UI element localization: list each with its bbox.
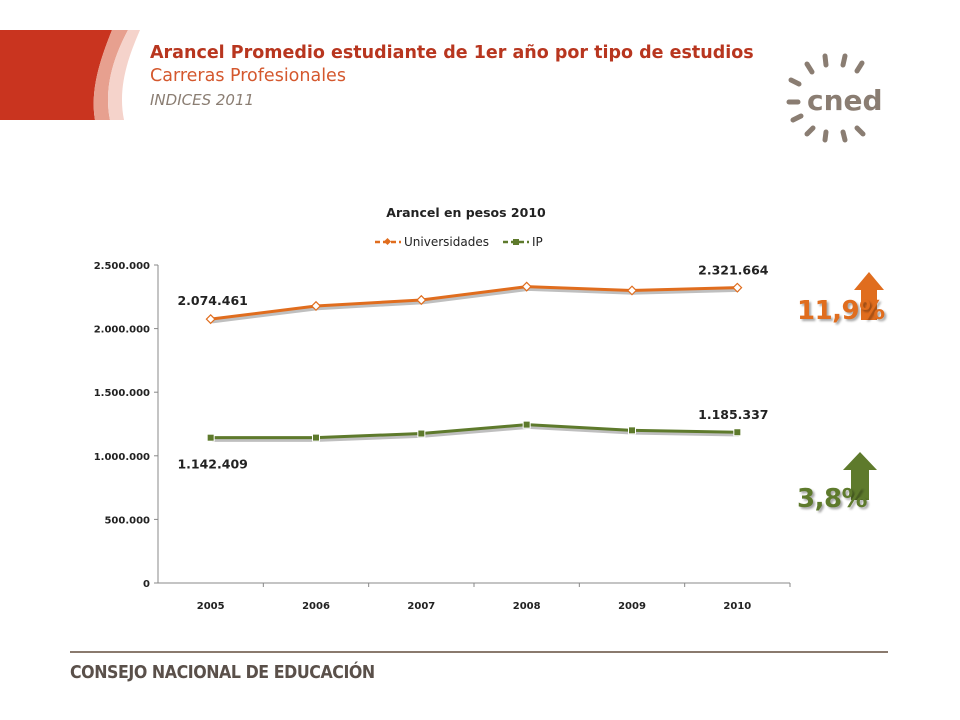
series-line-ip [210,423,738,440]
chart-title: Arancel en pesos 2010 [386,205,546,220]
y-tick-label: 0 [143,579,150,590]
point-ip [522,420,531,429]
data-label-ip: 1.185.337 [698,407,768,422]
sun-rays-logo-icon [786,53,866,143]
plot-area: 0 500.000 1.000.000 1.500.000 2.000.000 2.500… [94,261,791,612]
up-arrow-icon [854,272,884,320]
x-tick-label: 2005 [197,601,225,612]
point-universidades [205,314,216,325]
y-tick-label: 2.000.000 [94,325,150,336]
y-tick-label: 2.500.000 [94,261,150,272]
legend-line-square-icon [502,239,529,245]
point-ip [206,433,215,442]
point-universidades [416,294,427,306]
legend-label-ip: IP [531,235,543,249]
series-shadow-ip [212,425,739,442]
x-tick-label: 2008 [513,601,541,612]
x-tick-label: 2007 [407,601,435,612]
point-universidades [521,281,532,292]
legend-line-diamond-icon [375,237,401,246]
point-universidades [732,282,743,293]
growth-badge-ip: 3,8% [797,484,868,514]
data-label-universidades: 2.321.664 [698,263,769,278]
data-label-universidades: 2.074.461 [177,293,247,308]
page-title: Arancel Promedio estudiante de 1er año p… [150,43,754,63]
page-subtitle: Carreras Profesionales [150,66,346,86]
legend-item-universidades: Universidades [375,235,489,249]
header: Arancel Promedio estudiante de 1er año p… [150,42,754,112]
corner-decoration [0,30,140,120]
cned-logo: cned [786,53,883,143]
footer-text: CONSEJO NACIONAL DE EDUCACIÓN [70,662,375,683]
y-tick-label: 500.000 [104,515,150,526]
x-tick-label: 2006 [302,601,330,612]
point-ip [312,433,320,442]
point-ip [733,428,742,437]
line-chart: Arancel en pesos 2010 Universidades IP 0… [85,195,805,625]
indices-label: INDICES 2011 [150,91,255,109]
growth-badge-universidades: 11,9% [797,296,885,326]
footer-divider [70,651,888,653]
up-arrow-icon [843,452,877,500]
x-tick-label: 2009 [618,601,646,612]
point-ip [628,426,636,435]
point-universidades [626,285,638,296]
series-shadow-universidades [211,287,739,324]
series-line-universidades [210,285,738,321]
data-label-ip: 1.142.409 [177,457,247,472]
legend-item-ip: IP [502,235,543,249]
legend-label-universidades: Universidades [404,235,489,249]
point-ip [417,429,426,438]
y-tick-label: 1.000.000 [94,452,150,463]
logo-text: cned [807,84,883,117]
y-tick-label: 1.500.000 [94,388,150,399]
chart-legend: Universidades IP [375,235,557,249]
point-universidades [310,300,322,312]
x-tick-label: 2010 [723,601,751,612]
